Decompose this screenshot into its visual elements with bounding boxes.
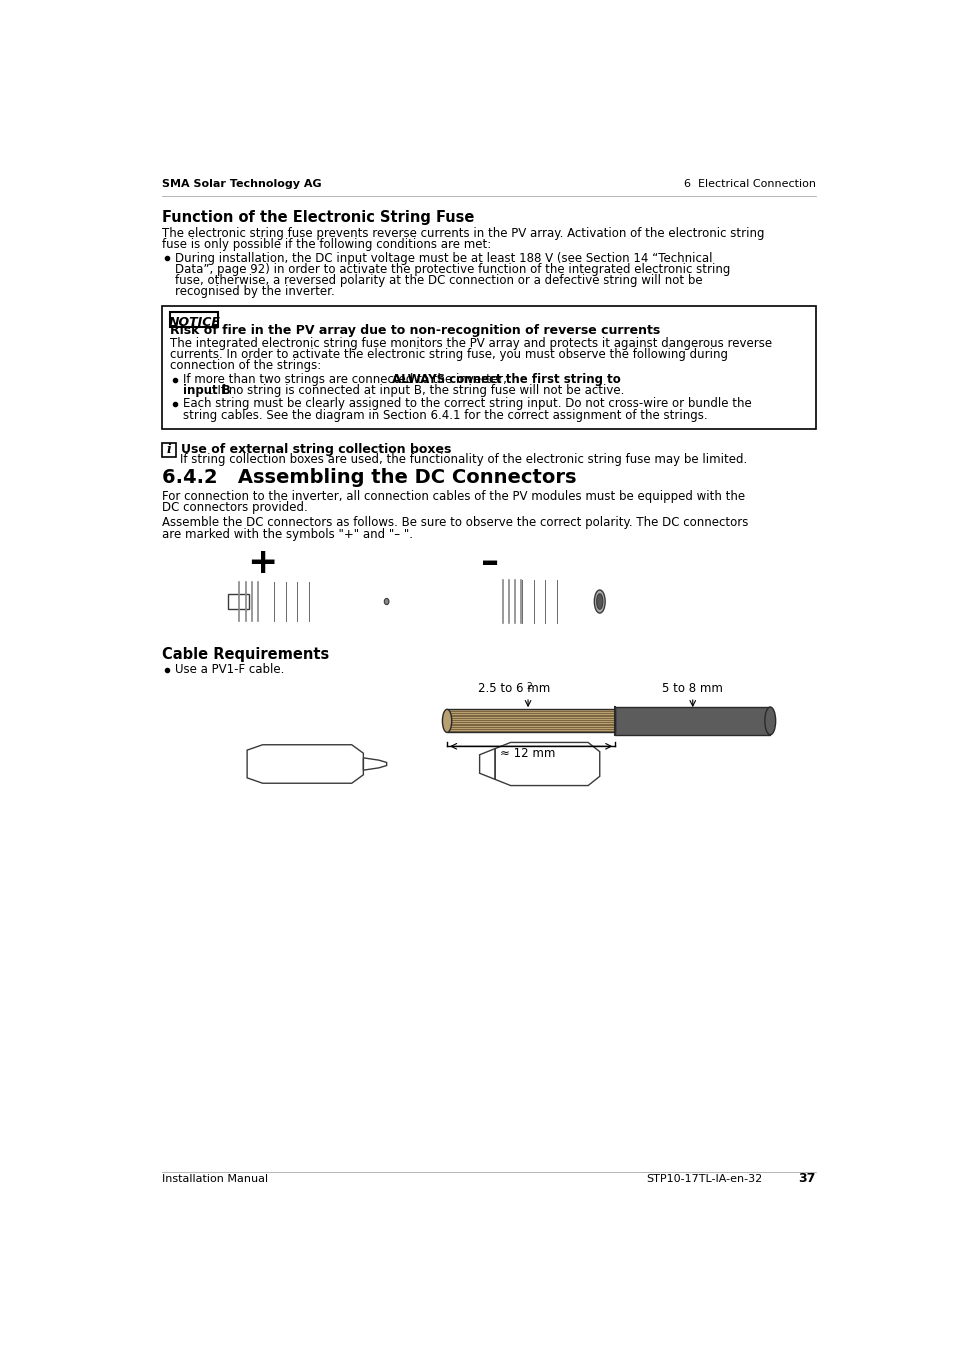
Text: If more than two strings are connected to the inverter,: If more than two strings are connected t…: [183, 373, 510, 385]
Bar: [162, 306, 815, 430]
Text: The integrated electronic string fuse monitors the PV array and protects it agai: The integrated electronic string fuse mo…: [171, 337, 772, 350]
Bar: [615, 707, 769, 734]
Text: During installation, the DC input voltage must be at least 188 V (see Section 14: During installation, the DC input voltag…: [174, 251, 712, 265]
Text: STP10-17TL-IA-en-32: STP10-17TL-IA-en-32: [645, 1175, 761, 1184]
Text: The electronic string fuse prevents reverse currents in the PV array. Activation: The electronic string fuse prevents reve…: [162, 227, 763, 239]
Text: ≈ 12 mm: ≈ 12 mm: [500, 748, 556, 760]
Bar: [171, 312, 218, 327]
Bar: [228, 594, 249, 610]
Text: currents. In order to activate the electronic string fuse, you must observe the : currents. In order to activate the elect…: [171, 349, 728, 361]
Text: Installation Manual: Installation Manual: [162, 1175, 268, 1184]
Text: input B: input B: [183, 384, 231, 397]
Text: 2: 2: [525, 681, 531, 691]
Text: Risk of fire in the PV array due to non-recognition of reverse currents: Risk of fire in the PV array due to non-…: [171, 324, 660, 338]
Text: Each string must be clearly assigned to the correct string input. Do not cross-w: Each string must be clearly assigned to …: [183, 397, 751, 411]
Ellipse shape: [442, 710, 452, 733]
Text: Assemble the DC connectors as follows. Be sure to observe the correct polarity. : Assemble the DC connectors as follows. B…: [162, 516, 747, 530]
Bar: [447, 710, 615, 733]
Bar: [162, 443, 175, 457]
Text: +: +: [247, 546, 277, 580]
Text: Use of external string collection boxes: Use of external string collection boxes: [181, 443, 451, 457]
Text: Cable Requirements: Cable Requirements: [162, 648, 329, 662]
Text: connection of the strings:: connection of the strings:: [171, 360, 321, 372]
Text: string cables. See the diagram in Section 6.4.1 for the correct assignment of th: string cables. See the diagram in Sectio…: [183, 408, 707, 422]
Text: are marked with the symbols "+" and "– ".: are marked with the symbols "+" and "– "…: [162, 527, 413, 541]
Text: For connection to the inverter, all connection cables of the PV modules must be : For connection to the inverter, all conn…: [162, 491, 744, 503]
Text: DC connectors provided.: DC connectors provided.: [162, 502, 307, 514]
Bar: [447, 710, 615, 733]
Text: recognised by the inverter.: recognised by the inverter.: [174, 285, 335, 297]
Text: 5 to 8 mm: 5 to 8 mm: [661, 683, 721, 695]
Ellipse shape: [384, 599, 389, 604]
Text: 6.4.2   Assembling the DC Connectors: 6.4.2 Assembling the DC Connectors: [162, 468, 576, 487]
Text: ALWAYS connect the first string to: ALWAYS connect the first string to: [392, 373, 620, 385]
Text: . If no string is connected at input B, the string fuse will not be active.: . If no string is connected at input B, …: [210, 384, 623, 397]
Text: fuse, otherwise, a reversed polarity at the DC connection or a defective string : fuse, otherwise, a reversed polarity at …: [174, 274, 702, 287]
Ellipse shape: [596, 594, 602, 610]
Ellipse shape: [764, 707, 775, 734]
Text: Function of the Electronic String Fuse: Function of the Electronic String Fuse: [162, 211, 474, 226]
Text: Data”, page 92) in order to activate the protective function of the integrated e: Data”, page 92) in order to activate the…: [174, 262, 730, 276]
Text: SMA Solar Technology AG: SMA Solar Technology AG: [162, 178, 321, 189]
Text: fuse is only possible if the following conditions are met:: fuse is only possible if the following c…: [162, 238, 491, 251]
Text: –: –: [480, 546, 498, 580]
Text: 37: 37: [798, 1172, 815, 1186]
Text: i: i: [167, 443, 171, 456]
Text: 2.5 to 6 mm: 2.5 to 6 mm: [477, 683, 550, 695]
Text: NOTICE: NOTICE: [169, 316, 220, 329]
Text: If string collection boxes are used, the functionality of the electronic string : If string collection boxes are used, the…: [179, 453, 746, 466]
Text: Use a PV1-F cable.: Use a PV1-F cable.: [174, 662, 284, 676]
Ellipse shape: [594, 589, 604, 612]
Text: 6  Electrical Connection: 6 Electrical Connection: [683, 178, 815, 189]
